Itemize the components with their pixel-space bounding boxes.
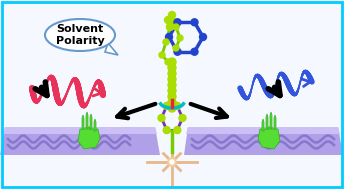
Circle shape xyxy=(168,87,176,95)
Circle shape xyxy=(158,115,165,122)
Circle shape xyxy=(165,33,172,40)
Circle shape xyxy=(171,19,178,26)
Polygon shape xyxy=(270,112,272,128)
Polygon shape xyxy=(0,127,160,155)
Circle shape xyxy=(174,127,181,134)
Polygon shape xyxy=(90,114,92,129)
Circle shape xyxy=(167,24,173,30)
Circle shape xyxy=(166,23,173,30)
Polygon shape xyxy=(94,119,96,131)
Circle shape xyxy=(163,102,170,109)
Polygon shape xyxy=(266,114,268,129)
Circle shape xyxy=(174,48,181,55)
Polygon shape xyxy=(105,43,118,55)
Circle shape xyxy=(174,102,181,109)
Circle shape xyxy=(179,115,186,122)
Polygon shape xyxy=(186,127,340,134)
Circle shape xyxy=(168,75,176,83)
Circle shape xyxy=(163,39,169,45)
Polygon shape xyxy=(85,127,91,145)
Polygon shape xyxy=(267,127,273,145)
Circle shape xyxy=(170,160,174,164)
Circle shape xyxy=(169,12,175,19)
Polygon shape xyxy=(184,127,343,155)
Circle shape xyxy=(174,19,181,26)
Circle shape xyxy=(165,59,171,65)
Circle shape xyxy=(191,48,198,55)
Polygon shape xyxy=(82,115,84,129)
Circle shape xyxy=(191,19,198,26)
Circle shape xyxy=(200,33,206,40)
Circle shape xyxy=(168,158,176,166)
Circle shape xyxy=(173,45,179,51)
Polygon shape xyxy=(262,119,264,131)
Polygon shape xyxy=(78,129,100,149)
Polygon shape xyxy=(274,115,276,129)
Circle shape xyxy=(173,24,179,30)
Circle shape xyxy=(168,104,176,112)
Polygon shape xyxy=(3,127,157,134)
Text: Solvent
Polarity: Solvent Polarity xyxy=(56,24,104,46)
Circle shape xyxy=(168,64,176,72)
Circle shape xyxy=(159,52,165,58)
Circle shape xyxy=(168,70,176,77)
Circle shape xyxy=(163,127,170,134)
Circle shape xyxy=(168,81,176,89)
Circle shape xyxy=(164,16,172,23)
Circle shape xyxy=(172,22,180,29)
Ellipse shape xyxy=(45,19,115,51)
Polygon shape xyxy=(258,129,280,149)
Circle shape xyxy=(168,58,176,66)
Circle shape xyxy=(177,35,183,41)
Polygon shape xyxy=(86,112,88,128)
Circle shape xyxy=(168,98,176,106)
Circle shape xyxy=(168,92,176,101)
